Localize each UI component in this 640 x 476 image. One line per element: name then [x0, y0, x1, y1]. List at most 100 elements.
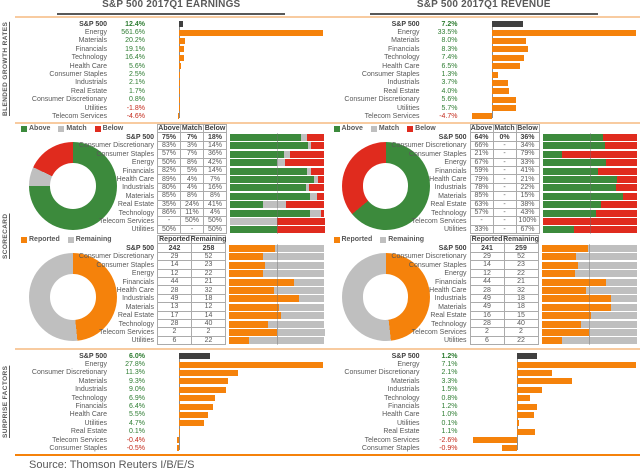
bar: [491, 63, 520, 70]
stacked-bar: [541, 327, 637, 337]
chart-row: Telecom Services -4.7%: [328, 112, 640, 120]
sector-label: Technology: [384, 394, 420, 402]
sector-label: Industrials: [434, 295, 467, 303]
bar-zone: [147, 87, 328, 95]
sector-label: S&P 500: [126, 134, 154, 142]
bar-segment: [542, 217, 637, 225]
bar-segment: [541, 245, 588, 253]
bar-zone: [147, 377, 328, 385]
bar-zone: [147, 352, 328, 360]
bar-zone: [229, 327, 325, 337]
bar-segment: [300, 134, 308, 142]
stacked-bar: [541, 336, 638, 346]
bar-zone: [542, 141, 638, 151]
sector-label: Telecom Services: [99, 328, 154, 336]
bar-segment: [230, 176, 315, 184]
bar-zone: [541, 336, 638, 346]
bar-segment: [230, 226, 278, 234]
value-label: -0.4%: [126, 436, 145, 444]
surprise-factors-row: S&P 500 6.0% Energy 27.8% Consumer Discretio…: [15, 351, 640, 453]
table-row: Energy 67% -33%: [328, 157, 638, 168]
bar-segment: [277, 226, 325, 234]
revenue-rep-legend: Reported Remaining: [333, 236, 424, 243]
bar-zone: [460, 394, 640, 402]
value-label: 3.3%: [441, 377, 458, 385]
bar-zone: [542, 191, 638, 201]
sector-label: Financials: [122, 278, 154, 286]
revenue-rep-table: Reported Remaining S&P 500 241 259 Consumer D…: [328, 235, 638, 346]
bar-zone: [460, 54, 640, 62]
bar-zone: [229, 277, 325, 287]
bar-zone: [229, 252, 325, 262]
sector-label: Materials: [78, 37, 107, 45]
bar-zone: [230, 183, 325, 193]
revenue-scorecard-panel: Above Match Below Above Match Below S&P 500…: [328, 124, 640, 236]
legend-label: Match: [378, 125, 400, 132]
value-label: 6.0%: [129, 352, 145, 360]
bar: [179, 420, 204, 427]
sector-label: Health Care: [69, 62, 107, 70]
bar-zone: [541, 327, 637, 337]
earnings-amb-legend: Above Match Below: [21, 125, 123, 132]
table-row: Materials 85% 8% 8%: [15, 191, 325, 201]
table-cell: 6: [157, 335, 192, 346]
bar-segment: [605, 159, 637, 167]
bar-zone: [147, 419, 328, 427]
axis-line: [516, 354, 518, 450]
bar-zone: [229, 269, 325, 279]
bar: [491, 105, 517, 112]
sector-label: S&P 500: [79, 20, 107, 28]
bar-zone: [230, 200, 325, 210]
sector-label: Health Care: [69, 411, 107, 419]
sector-label: Consumer Discretionary: [344, 369, 420, 377]
bar-segment: [229, 303, 279, 311]
stacked-bar: [542, 149, 638, 159]
stacked-bar: [230, 208, 325, 218]
bar: [516, 361, 637, 368]
bar-zone: [147, 37, 328, 45]
bar-zone: [542, 158, 638, 168]
sector-label: Technology: [71, 54, 107, 62]
bar-zone: [460, 112, 640, 120]
bar: [179, 386, 226, 393]
chart-row: Health Care 6.5%: [328, 62, 640, 70]
revenue-amb-donut-chart: [341, 142, 430, 230]
bar: [179, 63, 181, 70]
stacked-bar: [542, 200, 638, 210]
sector-label: Consumer Discretionary: [344, 96, 420, 104]
bar-zone: [147, 28, 328, 36]
stacked-bar: [230, 200, 325, 210]
bar-segment: [320, 209, 325, 217]
sector-label: Telecom Services: [52, 112, 107, 120]
sector-label: Health Care: [382, 62, 420, 70]
bar-zone: [542, 133, 638, 143]
revenue-title-block: S&P 500 2017Q1 REVENUE: [328, 0, 640, 15]
bar-zone: [147, 20, 328, 28]
table-row: Real Estate 35% 24% 41%: [15, 199, 325, 210]
bar: [516, 403, 538, 410]
sector-label: Materials: [78, 377, 107, 385]
chart-row: Financials 19.1%: [15, 45, 328, 53]
stacked-bar: [541, 252, 638, 262]
sector-label: Materials: [125, 192, 154, 200]
sector-label: Technology: [118, 209, 154, 217]
chart-row: Consumer Staples -0.9%: [328, 444, 640, 452]
stacked-bar: [229, 269, 325, 279]
table-row: Consumer Staples 57% 7% 36%: [15, 149, 325, 159]
sector-label: Financials: [75, 403, 107, 411]
value-label: 20.2%: [125, 37, 145, 45]
sector-label: Energy: [131, 159, 154, 167]
table-row: Consumer Discretionary 29 52: [328, 251, 638, 262]
chart-row: Materials 9.3%: [15, 377, 328, 385]
bar-segment: [277, 217, 325, 225]
bar-segment: [229, 328, 277, 336]
sector-label: Materials: [125, 303, 154, 311]
bar: [491, 88, 510, 95]
bar-segment: [596, 209, 637, 217]
legend-item-reported: Reported: [21, 236, 60, 243]
section-label-scorecard: SCORECARD: [2, 213, 9, 259]
sector-label: Telecom Services: [52, 436, 107, 444]
chart-row: Real Estate 4.0%: [328, 87, 640, 95]
bar-segment: [230, 184, 306, 192]
bar-segment: [281, 312, 325, 320]
